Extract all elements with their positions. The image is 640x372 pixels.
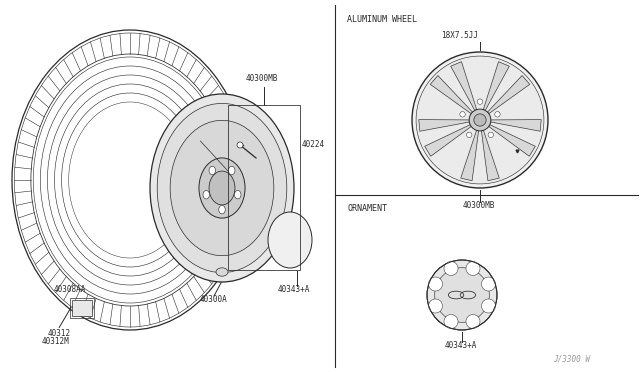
Ellipse shape (234, 190, 241, 199)
Circle shape (435, 268, 490, 322)
Circle shape (481, 277, 495, 291)
Circle shape (429, 277, 442, 291)
Circle shape (466, 262, 480, 276)
Bar (228, 105, 300, 270)
Text: 40300MB: 40300MB (463, 201, 495, 210)
Text: 40312: 40312 (47, 328, 70, 337)
Ellipse shape (209, 166, 216, 175)
Text: 40300A: 40300A (200, 295, 228, 304)
Circle shape (474, 114, 486, 126)
Circle shape (429, 299, 442, 313)
Ellipse shape (170, 120, 274, 256)
Text: 40311: 40311 (236, 118, 259, 127)
Ellipse shape (209, 171, 235, 205)
Ellipse shape (68, 102, 191, 258)
Ellipse shape (268, 212, 312, 268)
Circle shape (412, 52, 548, 188)
Polygon shape (488, 76, 530, 114)
Text: 40308AA: 40308AA (54, 285, 86, 294)
Circle shape (460, 112, 465, 117)
Text: 40343+A: 40343+A (278, 285, 310, 294)
Text: ORNAMENT: ORNAMENT (347, 204, 387, 213)
Polygon shape (425, 125, 471, 156)
Polygon shape (481, 130, 499, 181)
Circle shape (469, 109, 491, 131)
Polygon shape (430, 76, 472, 114)
Polygon shape (483, 62, 509, 110)
Polygon shape (451, 62, 477, 110)
Circle shape (481, 299, 495, 313)
Bar (70, 298, 94, 318)
Text: 18X7.5JJ: 18X7.5JJ (442, 31, 479, 40)
Text: J/3300 W: J/3300 W (553, 355, 590, 364)
Polygon shape (419, 120, 469, 131)
Polygon shape (489, 125, 535, 156)
Text: 40300MB: 40300MB (246, 74, 278, 83)
Text: 40224: 40224 (302, 140, 325, 149)
Ellipse shape (228, 166, 235, 175)
Ellipse shape (219, 205, 225, 214)
Text: 40312M: 40312M (42, 337, 69, 346)
Ellipse shape (216, 268, 228, 276)
Ellipse shape (203, 190, 209, 199)
Circle shape (444, 262, 458, 276)
Bar (72, 300, 92, 316)
Polygon shape (461, 130, 479, 181)
Text: 40343+A: 40343+A (445, 341, 477, 350)
Circle shape (416, 56, 544, 184)
Circle shape (495, 112, 500, 117)
Circle shape (237, 142, 243, 148)
Circle shape (466, 314, 480, 328)
Text: ALUMINUM WHEEL: ALUMINUM WHEEL (347, 15, 417, 24)
Circle shape (488, 132, 493, 138)
Ellipse shape (157, 103, 287, 273)
Circle shape (467, 132, 472, 138)
Ellipse shape (199, 158, 245, 218)
Polygon shape (491, 120, 541, 131)
Ellipse shape (12, 30, 248, 330)
Circle shape (477, 99, 483, 105)
Ellipse shape (150, 94, 294, 282)
Circle shape (427, 260, 497, 330)
Circle shape (444, 314, 458, 328)
